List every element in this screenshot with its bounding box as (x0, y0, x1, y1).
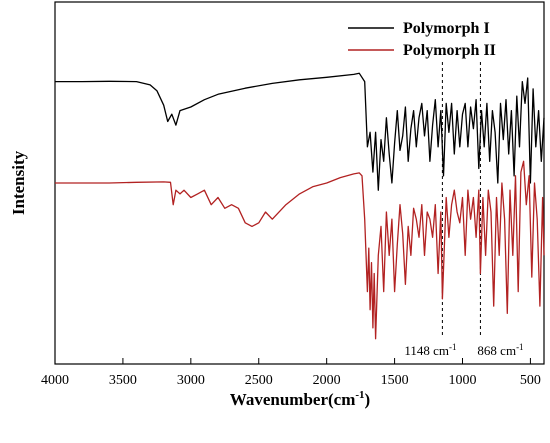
x-tick-label: 500 (520, 373, 541, 388)
y-axis-title: Intensity (9, 150, 28, 215)
x-tick-label: 2500 (245, 373, 273, 388)
annotation-label: 1148 cm-1 (404, 342, 456, 358)
legend: Polymorph I Polymorph II (348, 20, 496, 59)
x-axis-tick-labels: 4000 3500 3000 2500 2000 1500 1000 500 (41, 373, 541, 388)
x-tick-label: 3500 (109, 373, 137, 388)
legend-label: Polymorph II (403, 42, 496, 59)
series-line-2 (55, 160, 545, 340)
x-axis-ticks (54, 358, 531, 364)
x-tick-label: 1500 (381, 373, 409, 388)
x-tick-label: 2000 (313, 373, 341, 388)
legend-label: Polymorph I (403, 20, 490, 37)
annotation-lines: 1148 cm-1 868 cm-1 (404, 62, 524, 358)
x-tick-label: 1000 (449, 373, 477, 388)
series-line-1 (55, 72, 545, 191)
x-tick-label: 3000 (177, 373, 205, 388)
x-tick-label: 4000 (41, 373, 69, 388)
x-axis-title: Wavenumber(cm-1) (230, 389, 370, 409)
annotation-label: 868 cm-1 (477, 342, 523, 358)
spectrum-lines (55, 72, 545, 340)
